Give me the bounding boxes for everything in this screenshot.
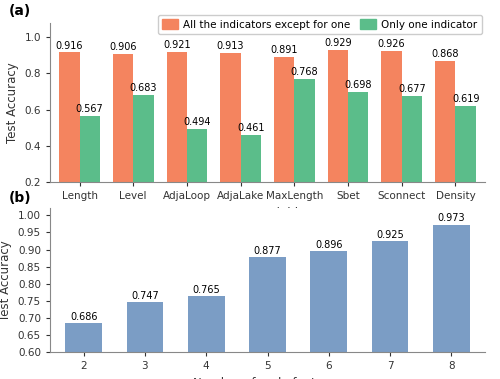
Text: 0.913: 0.913	[216, 41, 244, 51]
Bar	[220, 53, 240, 218]
Text: 0.765: 0.765	[192, 285, 220, 294]
Bar	[66, 323, 102, 379]
Bar	[348, 92, 368, 218]
Text: 0.906: 0.906	[110, 42, 137, 52]
Legend: All the indicators except for one, Only one indicator: All the indicators except for one, Only …	[158, 15, 482, 34]
Bar	[433, 225, 470, 379]
Bar	[126, 302, 164, 379]
Text: 0.921: 0.921	[163, 40, 190, 50]
Text: 0.868: 0.868	[432, 49, 459, 59]
Bar	[113, 54, 133, 218]
Text: 0.686: 0.686	[70, 312, 98, 322]
Bar	[166, 52, 187, 218]
Text: 0.896: 0.896	[315, 240, 342, 250]
Bar	[188, 296, 224, 379]
Text: 0.677: 0.677	[398, 84, 426, 94]
Y-axis label: Test Accuracy: Test Accuracy	[0, 240, 12, 321]
Y-axis label: Test Accuracy: Test Accuracy	[6, 62, 19, 143]
Text: 0.698: 0.698	[344, 80, 372, 90]
Text: (b): (b)	[8, 191, 32, 205]
Text: 0.973: 0.973	[438, 213, 465, 223]
Bar	[328, 50, 348, 218]
Bar	[382, 51, 402, 218]
Text: (a): (a)	[8, 4, 31, 18]
Text: 0.891: 0.891	[270, 45, 298, 55]
X-axis label: Number of node features: Number of node features	[194, 377, 342, 379]
Bar	[435, 61, 456, 218]
Text: 0.925: 0.925	[376, 230, 404, 240]
Text: 0.494: 0.494	[184, 117, 211, 127]
Text: 0.567: 0.567	[76, 104, 104, 114]
Bar	[240, 135, 261, 218]
Bar	[372, 241, 408, 379]
Text: 0.926: 0.926	[378, 39, 406, 49]
Bar	[294, 79, 315, 218]
Text: 0.768: 0.768	[290, 67, 318, 77]
Text: 0.916: 0.916	[56, 41, 83, 51]
Bar	[249, 257, 286, 379]
Text: 0.461: 0.461	[237, 123, 264, 133]
Bar	[402, 96, 422, 218]
Text: 0.747: 0.747	[131, 291, 159, 301]
X-axis label: Input variables: Input variables	[223, 207, 312, 219]
Text: 0.877: 0.877	[254, 246, 281, 256]
Bar	[59, 52, 80, 218]
Text: 0.683: 0.683	[130, 83, 157, 93]
Bar	[133, 94, 154, 218]
Bar	[456, 106, 476, 218]
Bar	[187, 129, 208, 218]
Bar	[310, 251, 347, 379]
Bar	[274, 57, 294, 218]
Text: 0.619: 0.619	[452, 94, 479, 104]
Text: 0.929: 0.929	[324, 38, 351, 48]
Bar	[80, 116, 100, 218]
